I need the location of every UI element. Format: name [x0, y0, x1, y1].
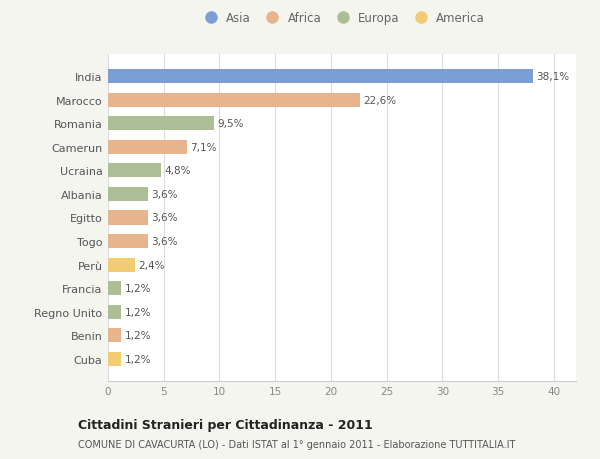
Text: 9,5%: 9,5% — [217, 119, 244, 129]
Bar — [108, 140, 187, 155]
Bar — [108, 235, 148, 249]
Text: 3,6%: 3,6% — [151, 213, 178, 223]
Bar — [108, 281, 121, 296]
Text: 1,2%: 1,2% — [125, 330, 151, 341]
Bar — [108, 211, 148, 225]
Legend: Asia, Africa, Europa, America: Asia, Africa, Europa, America — [196, 9, 488, 29]
Bar — [108, 305, 121, 319]
Text: 3,6%: 3,6% — [151, 190, 178, 200]
Text: 1,2%: 1,2% — [125, 284, 151, 294]
Text: 7,1%: 7,1% — [190, 142, 217, 152]
Text: 1,2%: 1,2% — [125, 307, 151, 317]
Text: 4,8%: 4,8% — [165, 166, 191, 176]
Bar — [108, 187, 148, 202]
Text: 2,4%: 2,4% — [138, 260, 164, 270]
Bar — [108, 352, 121, 366]
Bar — [108, 329, 121, 343]
Text: 1,2%: 1,2% — [125, 354, 151, 364]
Bar — [108, 117, 214, 131]
Text: 38,1%: 38,1% — [536, 72, 569, 82]
Text: 22,6%: 22,6% — [363, 95, 396, 106]
Bar — [108, 93, 360, 107]
Bar — [108, 164, 161, 178]
Bar — [108, 258, 135, 272]
Text: COMUNE DI CAVACURTA (LO) - Dati ISTAT al 1° gennaio 2011 - Elaborazione TUTTITAL: COMUNE DI CAVACURTA (LO) - Dati ISTAT al… — [78, 440, 515, 449]
Text: 3,6%: 3,6% — [151, 236, 178, 246]
Text: Cittadini Stranieri per Cittadinanza - 2011: Cittadini Stranieri per Cittadinanza - 2… — [78, 418, 373, 431]
Bar — [108, 70, 533, 84]
